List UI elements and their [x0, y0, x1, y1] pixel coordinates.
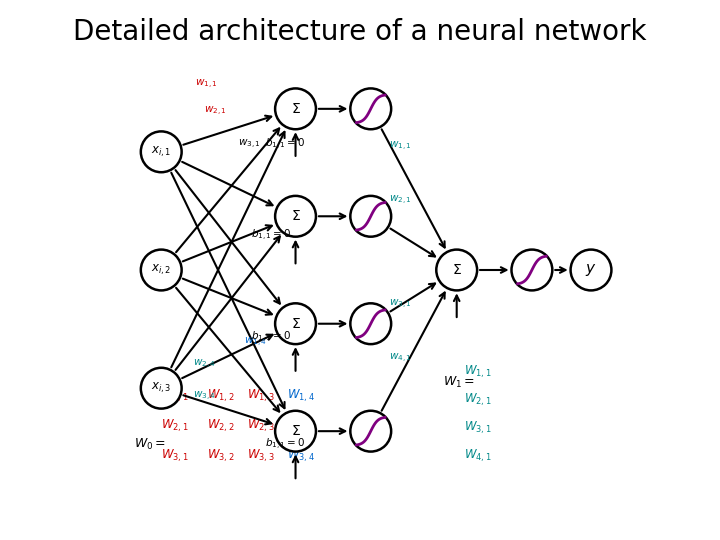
- Text: $W_{1,1}$: $W_{1,1}$: [161, 388, 189, 404]
- Text: $W_{3,3}$: $W_{3,3}$: [247, 447, 274, 463]
- Text: $W_{1,3}$: $W_{1,3}$: [247, 388, 274, 404]
- Text: $y$: $y$: [585, 262, 597, 278]
- Text: $W_{2,3}$: $W_{2,3}$: [247, 417, 274, 434]
- Text: Σ: Σ: [291, 424, 300, 438]
- Text: $W_1 =$: $W_1 =$: [444, 375, 475, 390]
- Circle shape: [436, 249, 477, 291]
- Text: $W_{2,1}$: $W_{2,1}$: [464, 392, 492, 408]
- Text: $w_{2,1}$: $w_{2,1}$: [204, 105, 226, 118]
- Text: $w_{2,4}$: $w_{2,4}$: [193, 357, 216, 370]
- Circle shape: [351, 196, 391, 237]
- Text: $W_{3,2}$: $W_{3,2}$: [207, 447, 234, 463]
- Text: $W_{3,4}$: $W_{3,4}$: [287, 447, 315, 463]
- Circle shape: [351, 303, 391, 344]
- Text: $W_{4,1}$: $W_{4,1}$: [464, 447, 492, 463]
- Text: Detailed architecture of a neural network: Detailed architecture of a neural networ…: [73, 17, 647, 45]
- Text: Σ: Σ: [291, 210, 300, 223]
- Text: $w_{1,1}$: $w_{1,1}$: [196, 78, 218, 91]
- Circle shape: [275, 303, 316, 344]
- Circle shape: [275, 89, 316, 129]
- Text: $x_{i,1}$: $x_{i,1}$: [151, 145, 171, 159]
- Text: $b_{1,1}=0$: $b_{1,1}=0$: [264, 437, 305, 452]
- Text: $w_{3,1}$: $w_{3,1}$: [238, 138, 261, 151]
- Text: $W_0 =$: $W_0 =$: [135, 437, 166, 452]
- Text: Σ: Σ: [291, 102, 300, 116]
- Text: $w_{2,1}$: $w_{2,1}$: [389, 194, 412, 207]
- Text: $x_{i,2}$: $x_{i,2}$: [151, 263, 171, 277]
- Circle shape: [275, 196, 316, 237]
- Circle shape: [275, 411, 316, 451]
- Text: $w_{3,1}$: $w_{3,1}$: [389, 299, 412, 312]
- Text: $W_{1,2}$: $W_{1,2}$: [207, 388, 234, 404]
- Circle shape: [141, 368, 181, 409]
- Text: $w_{1,4}$: $w_{1,4}$: [244, 336, 266, 349]
- Text: $W_{3,1}$: $W_{3,1}$: [464, 419, 492, 436]
- Text: $W_{1,1}$: $W_{1,1}$: [464, 363, 492, 380]
- Text: $b_{1,1}=0$: $b_{1,1}=0$: [251, 227, 292, 242]
- Circle shape: [511, 249, 552, 291]
- Text: $x_{i,3}$: $x_{i,3}$: [151, 381, 171, 395]
- Text: $W_{1,4}$: $W_{1,4}$: [287, 388, 315, 404]
- Circle shape: [351, 89, 391, 129]
- Text: $w_{1,1}$: $w_{1,1}$: [389, 140, 412, 153]
- Text: $w_{4,1}$: $w_{4,1}$: [389, 352, 412, 365]
- Circle shape: [570, 249, 611, 291]
- Circle shape: [141, 249, 181, 291]
- Circle shape: [141, 131, 181, 172]
- Text: Σ: Σ: [291, 317, 300, 330]
- Text: $b_{1,1}=0$: $b_{1,1}=0$: [251, 329, 292, 345]
- Text: $W_{3,1}$: $W_{3,1}$: [161, 447, 189, 463]
- Text: $b_{1,1}=0$: $b_{1,1}=0$: [264, 137, 305, 152]
- Text: Σ: Σ: [452, 263, 461, 277]
- Text: $W_{2,2}$: $W_{2,2}$: [207, 417, 234, 434]
- Text: $W_{2,4}$: $W_{2,4}$: [287, 417, 315, 434]
- Circle shape: [351, 411, 391, 451]
- Text: $w_{3,4}$: $w_{3,4}$: [193, 390, 216, 403]
- Text: $W_{2,1}$: $W_{2,1}$: [161, 417, 189, 434]
